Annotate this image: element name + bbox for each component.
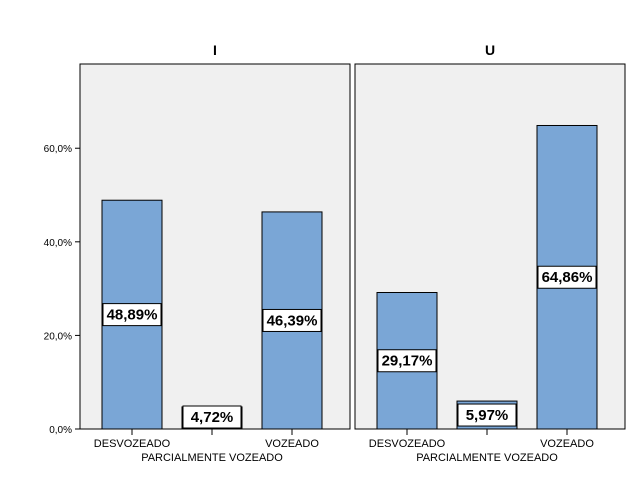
y-tick-label: 0,0%: [49, 425, 72, 436]
y-axis: 0,0% 20,0% 40,0% 60,0%: [44, 144, 80, 436]
x-tick-label: PARCIALMENTE VOZEADO: [141, 452, 283, 464]
y-tick-label: 40,0%: [44, 238, 72, 249]
data-label-box: [182, 405, 242, 429]
panel-u: U 29,17% DESVOZEADO 5,97% PARCIALMENTE VOZEA…: [354, 42, 626, 464]
data-label: 4,72%: [191, 409, 234, 426]
data-label: 29,17%: [382, 353, 433, 370]
panel-i: I 48,89% DESVOZEADO 4,72% PARCIALMENTE VOZEA…: [79, 42, 351, 464]
chart-panels: I 48,89% DESVOZEADO 4,72% PARCIALMENTE VOZEA…: [79, 42, 626, 464]
data-label: 48,89%: [107, 307, 158, 324]
data-label-box: [102, 303, 162, 327]
data-label: 5,97%: [466, 407, 509, 424]
data-label: 64,86%: [542, 269, 593, 286]
data-label-box: [457, 403, 517, 427]
data-label-box: [537, 265, 597, 289]
data-label-box: [377, 349, 437, 373]
y-tick-label: 60,0%: [44, 144, 72, 155]
x-tick-label: DESVOZEADO: [369, 438, 446, 450]
x-tick-label: PARCIALMENTE VOZEADO: [416, 452, 558, 464]
x-tick-label: VOZEADO: [265, 438, 319, 450]
data-label-box: [262, 308, 322, 332]
x-tick-label: DESVOZEADO: [94, 438, 171, 450]
y-tick-label: 20,0%: [44, 331, 72, 342]
panel-title: U: [485, 42, 495, 58]
data-label: 46,39%: [267, 312, 318, 329]
x-tick-label: VOZEADO: [540, 438, 594, 450]
panel-title: I: [213, 42, 217, 58]
